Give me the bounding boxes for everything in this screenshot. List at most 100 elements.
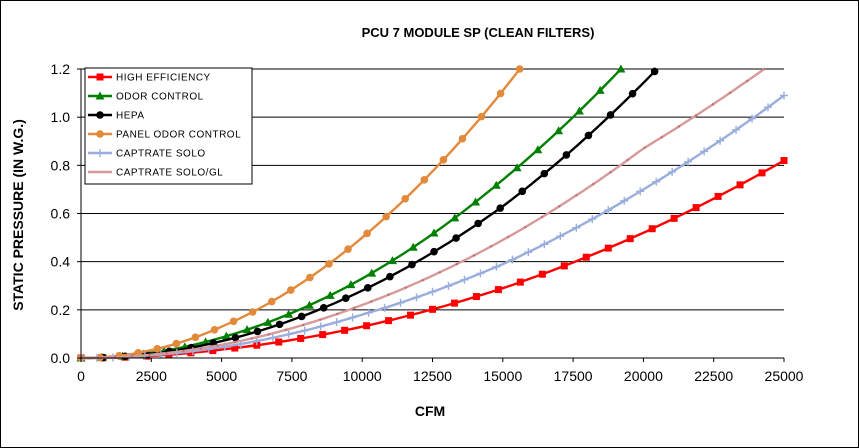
data-point — [524, 248, 533, 257]
data-point — [604, 206, 613, 215]
data-point — [660, 135, 664, 139]
data-point — [780, 91, 788, 100]
data-point — [508, 255, 517, 264]
data-point — [763, 67, 766, 71]
data-point — [700, 147, 709, 156]
data-point — [452, 234, 460, 242]
data-point — [554, 126, 564, 135]
data-point — [187, 349, 195, 357]
data-point — [408, 260, 416, 269]
data-point — [131, 355, 134, 358]
legend-swatch-marker — [96, 111, 104, 119]
data-point — [297, 334, 305, 342]
data-point — [429, 305, 436, 313]
data-point — [562, 151, 571, 159]
x-tick-label: 0 — [77, 368, 85, 384]
data-point — [558, 205, 561, 208]
data-point — [341, 294, 350, 303]
data-point — [231, 344, 239, 352]
data-point — [604, 244, 612, 252]
data-point — [438, 271, 441, 274]
data-point — [588, 215, 597, 224]
y-tick-label: 0.6 — [51, 206, 71, 222]
legend-label: ODOR CONTROL — [116, 92, 204, 103]
data-point — [444, 281, 453, 290]
data-point — [363, 229, 371, 238]
data-point — [319, 303, 328, 312]
data-point — [716, 136, 725, 145]
data-point — [458, 134, 467, 143]
data-point — [284, 328, 288, 332]
x-tick-label: 12500 — [413, 368, 452, 384]
data-point — [316, 322, 325, 331]
x-axis-title: CFM — [415, 403, 445, 419]
data-point — [275, 320, 284, 329]
data-point — [346, 280, 356, 289]
legend: HIGH EFFICIENCY ODOR CONTROL HEPA PANEL ODO… — [84, 67, 253, 185]
data-point — [764, 103, 773, 112]
data-point — [560, 262, 568, 270]
data-point — [746, 79, 749, 83]
data-point — [628, 89, 637, 98]
series-captrate-solo-gl — [79, 67, 766, 360]
data-point — [430, 247, 438, 256]
data-point — [491, 180, 501, 189]
data-point — [476, 269, 485, 278]
data-point — [523, 225, 527, 229]
data-point — [711, 103, 715, 106]
data-point — [353, 306, 356, 310]
data-point — [780, 157, 788, 165]
data-point — [516, 278, 524, 286]
x-tick-label: 2500 — [136, 368, 167, 384]
data-point — [677, 125, 681, 128]
x-tick-label: 25000 — [765, 368, 804, 384]
data-point — [606, 111, 615, 119]
data-point — [494, 286, 502, 294]
legend-label: HEPA — [116, 111, 145, 122]
data-point — [267, 333, 271, 336]
data-point — [229, 317, 238, 326]
legend-entry: PANEL ODOR CONTROL — [88, 130, 241, 141]
data-point — [492, 262, 501, 271]
data-point — [221, 331, 231, 340]
data-point — [382, 212, 390, 221]
data-point — [253, 341, 261, 349]
data-point — [471, 197, 481, 206]
y-tick-label: 0.0 — [51, 350, 71, 366]
data-point — [506, 235, 510, 239]
data-point — [714, 192, 722, 200]
data-point — [692, 204, 700, 212]
data-point — [595, 85, 605, 94]
data-point — [429, 228, 439, 237]
x-tick-label: 10000 — [343, 368, 382, 384]
data-point — [172, 339, 181, 348]
data-point — [407, 311, 415, 319]
data-point — [540, 240, 549, 249]
legend-label: CAPTRATE SOLO — [116, 149, 206, 160]
data-point — [512, 163, 522, 172]
data-point — [210, 325, 219, 334]
data-point — [165, 351, 168, 355]
legend-swatch-marker — [96, 149, 104, 157]
legend-box — [84, 67, 253, 185]
data-point — [396, 298, 405, 307]
data-point — [439, 156, 448, 164]
chart-title: PCU 7 MODULE SP (CLEAN FILTERS) — [362, 25, 595, 40]
data-point — [758, 169, 766, 177]
x-tick-label: 22500 — [694, 368, 733, 384]
data-point — [297, 312, 306, 321]
data-point — [336, 312, 339, 316]
data-point — [253, 327, 262, 336]
legend-swatch-marker — [95, 91, 105, 100]
series-high-efficiency — [77, 157, 788, 362]
data-point — [306, 273, 314, 282]
data-point — [518, 187, 527, 196]
data-point — [304, 300, 314, 309]
data-point — [496, 204, 505, 212]
legend-entry: HEPA — [88, 111, 145, 122]
data-point — [325, 260, 333, 268]
series-layer — [76, 64, 788, 362]
data-point — [267, 297, 276, 306]
y-tick-label: 1.2 — [51, 61, 71, 77]
data-point — [455, 262, 459, 266]
